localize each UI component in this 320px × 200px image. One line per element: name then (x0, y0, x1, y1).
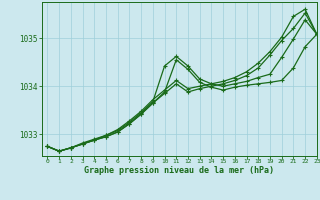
X-axis label: Graphe pression niveau de la mer (hPa): Graphe pression niveau de la mer (hPa) (84, 166, 274, 175)
